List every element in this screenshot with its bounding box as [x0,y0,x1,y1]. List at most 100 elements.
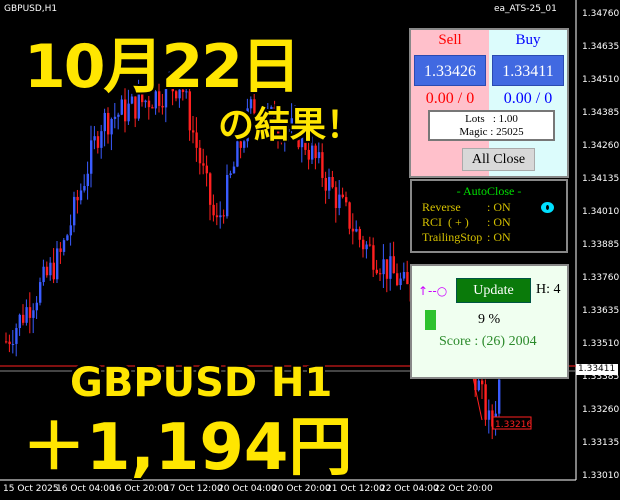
time-tick: 16 Oct 04:00 [56,484,115,494]
update-button[interactable]: Update [456,278,531,303]
candle [402,272,406,279]
candle [195,132,198,148]
magic-value: Magic : 25025 [459,126,524,138]
time-tick: 17 Oct 12:00 [164,484,223,494]
candle [345,197,348,203]
candle [341,194,344,198]
candle [181,89,185,93]
overlay-result: の結果！ [217,104,363,147]
score-value: Score : (26) 2004 [439,334,537,349]
status-indicator-icon [541,202,554,213]
price-tick: 1.33510 [582,339,620,349]
candle [246,108,249,142]
score-panel: ↑--○ Update H: 4 9 % Score : (26) 2004 [410,264,569,379]
candle [45,266,49,276]
candle [277,130,280,136]
candle [334,187,338,209]
lots-box[interactable]: Lots : 1.00 Magic : 25025 [428,110,555,141]
candle [5,341,8,343]
candle [300,129,304,148]
candle [477,380,480,391]
candle [52,262,55,280]
candle [103,112,106,132]
candle [263,121,266,123]
candle [62,240,66,252]
candle [212,204,215,216]
candle [226,174,229,217]
candle [161,105,164,108]
candle [130,96,134,104]
candle [86,173,89,187]
time-tick: 21 Oct 12:00 [326,484,385,494]
candle [178,89,181,99]
price-tick: 1.34760 [582,9,620,19]
candle [321,152,324,178]
sell-button[interactable]: 1.33426 [414,55,486,86]
candle [243,141,246,148]
lots-value: Lots : 1.00 [465,113,518,125]
candle [253,99,256,114]
candle [90,140,93,174]
candle [134,96,137,119]
candle [147,100,151,108]
candle [249,99,253,109]
overlay-date: 10月22日 [23,31,302,103]
price-tick: 1.33635 [582,306,620,316]
candle [270,107,273,111]
candle [205,165,208,174]
candle [117,114,120,117]
candle [113,116,117,119]
candle [8,341,11,345]
candle [168,81,171,83]
autoclose-title: - AutoClose - [456,184,522,198]
ea-name: ea_ATS-25_01 [494,4,557,14]
candle [362,239,365,250]
candle [22,314,25,323]
candle [260,122,263,126]
price-tick: 1.33135 [582,438,620,448]
candle [219,215,222,218]
buy-label: Buy [515,32,541,48]
candle [368,244,372,246]
candle [11,343,15,345]
candle [124,99,127,122]
candle [287,128,290,132]
buy-pl: 0.00 / 0 [503,90,553,107]
price-tick: 1.33760 [582,273,620,283]
time-tick: 22 Oct 04:00 [380,484,439,494]
candle [42,266,45,283]
price-tick: 1.33260 [582,405,620,415]
candle [83,186,86,191]
progress-bar [425,310,436,330]
autoclose-row-rci: RCI ( + ): ON [422,215,511,229]
all-close-button[interactable]: All Close [462,148,535,171]
price-tick: 1.34010 [582,207,620,217]
candle [236,141,239,167]
candle [379,273,382,275]
candle [69,225,72,236]
time-tick: 20 Oct 04:00 [218,484,277,494]
candle [39,282,42,303]
candle [280,135,283,141]
trade-price-box [492,416,532,430]
candle [93,136,96,141]
candle [348,202,351,229]
candle [229,173,232,175]
percent-value: 9 % [478,312,501,327]
candle [317,152,321,159]
candle [192,130,195,133]
trade-panel: Sell 1.33426 0.00 / 0 Buy 1.33411 0.00 /… [409,28,569,178]
candle [49,262,52,276]
candle [331,177,334,188]
candle [188,91,191,131]
price-tick: 1.34635 [582,42,620,52]
candle [35,302,38,311]
candle [73,196,76,226]
candle [283,131,287,141]
buy-button[interactable]: 1.33411 [492,55,564,86]
candle [365,244,368,250]
candle [256,113,259,126]
autoclose-row-reverse: Reverse: ON [422,200,511,214]
candle [294,118,297,120]
current-price-tag: 1.33411 [576,364,618,375]
